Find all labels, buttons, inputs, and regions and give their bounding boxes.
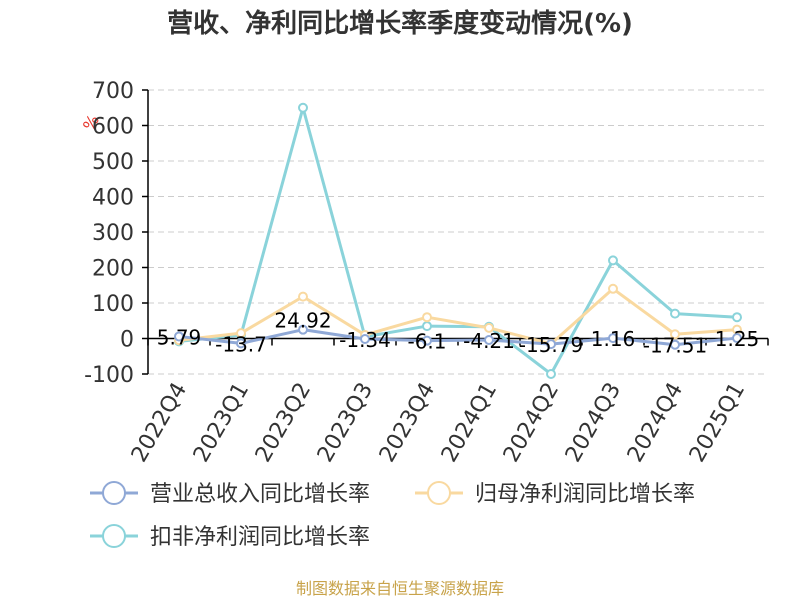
y-tick-label: 700 bbox=[92, 79, 134, 104]
data-label: -4.21 bbox=[463, 329, 515, 353]
data-point[interactable] bbox=[608, 283, 618, 294]
data-point[interactable] bbox=[360, 333, 370, 344]
data-point[interactable] bbox=[174, 331, 184, 342]
x-tick-label: 2023Q3 bbox=[313, 379, 378, 467]
data-point[interactable] bbox=[670, 329, 680, 340]
legend-label: 归母净利润同比增长率 bbox=[475, 482, 695, 507]
data-point[interactable] bbox=[298, 324, 308, 335]
legend-label: 扣非净利润同比增长率 bbox=[150, 525, 370, 550]
legend-swatch-marker bbox=[102, 524, 126, 548]
legend-swatch-marker bbox=[427, 481, 451, 505]
data-point[interactable] bbox=[670, 339, 680, 350]
data-point[interactable] bbox=[484, 334, 494, 345]
data-point[interactable] bbox=[484, 322, 494, 333]
x-tick-label: 2024Q4 bbox=[623, 379, 688, 467]
data-point[interactable] bbox=[732, 312, 742, 323]
data-point[interactable] bbox=[422, 335, 432, 346]
x-tick-label: 2023Q1 bbox=[189, 379, 254, 467]
x-tick-label: 2024Q3 bbox=[561, 379, 626, 467]
x-tick-label: 2025Q1 bbox=[685, 379, 750, 467]
data-label: 24.92 bbox=[274, 309, 331, 333]
chart-title: 营收、净利同比增长率季度变动情况(%) bbox=[167, 8, 633, 39]
y-tick-label: 600 bbox=[92, 115, 134, 140]
data-point[interactable] bbox=[608, 255, 618, 266]
data-label: -15.79 bbox=[519, 333, 583, 357]
data-point[interactable] bbox=[236, 328, 246, 339]
data-label: 1.25 bbox=[715, 327, 760, 351]
legend-item[interactable]: 扣非净利润同比增长率 bbox=[90, 524, 370, 550]
data-point[interactable] bbox=[298, 102, 308, 113]
data-point[interactable] bbox=[670, 308, 680, 319]
legend-swatch-marker bbox=[102, 481, 126, 505]
x-tick-label: 2023Q4 bbox=[375, 379, 440, 467]
data-label: -6.1 bbox=[407, 330, 446, 354]
data-label: -1.34 bbox=[339, 328, 391, 352]
legend-label: 营业总收入同比增长率 bbox=[150, 482, 370, 507]
x-tick-label: 2024Q2 bbox=[499, 379, 564, 467]
data-label: 1.16 bbox=[591, 327, 636, 351]
y-tick-label: 300 bbox=[92, 221, 134, 246]
data-point[interactable] bbox=[422, 312, 432, 323]
data-label: -17.51 bbox=[643, 334, 707, 358]
legend-item[interactable]: 营业总收入同比增长率 bbox=[90, 481, 370, 507]
data-point[interactable] bbox=[608, 333, 618, 344]
data-labels: 5.79 -13.7 24.92 -1.34 -6.1 -4.21 -15.79 1.16 -1… bbox=[157, 309, 760, 358]
x-tick-label: 2024Q1 bbox=[437, 379, 502, 467]
series-line bbox=[178, 106, 738, 376]
y-tick-label: 100 bbox=[92, 292, 134, 317]
series-line bbox=[178, 287, 738, 346]
series bbox=[174, 102, 742, 379]
x-tick-label: 2023Q2 bbox=[251, 379, 316, 467]
series-line bbox=[178, 328, 738, 347]
y-tick-label: 500 bbox=[92, 150, 134, 175]
grid bbox=[148, 89, 768, 375]
x-tick-label: 2022Q4 bbox=[127, 379, 192, 467]
data-point[interactable] bbox=[546, 369, 556, 379]
y-tick-label: 0 bbox=[120, 328, 134, 353]
y-tick-label: 200 bbox=[92, 257, 134, 282]
axes: -10001002003004005006007002022Q42023Q120… bbox=[84, 79, 769, 467]
data-label: 5.79 bbox=[157, 325, 202, 349]
y-tick-label: -100 bbox=[84, 363, 134, 388]
data-label: -13.7 bbox=[215, 332, 267, 356]
data-point[interactable] bbox=[546, 339, 556, 350]
y-tick-label: 400 bbox=[92, 186, 134, 211]
data-point[interactable] bbox=[236, 338, 246, 349]
source-note: 制图数据来自恒生聚源数据库 bbox=[296, 579, 504, 598]
legend-item[interactable]: 归母净利润同比增长率 bbox=[415, 481, 695, 507]
data-point[interactable] bbox=[732, 333, 742, 344]
data-point[interactable] bbox=[298, 291, 308, 302]
